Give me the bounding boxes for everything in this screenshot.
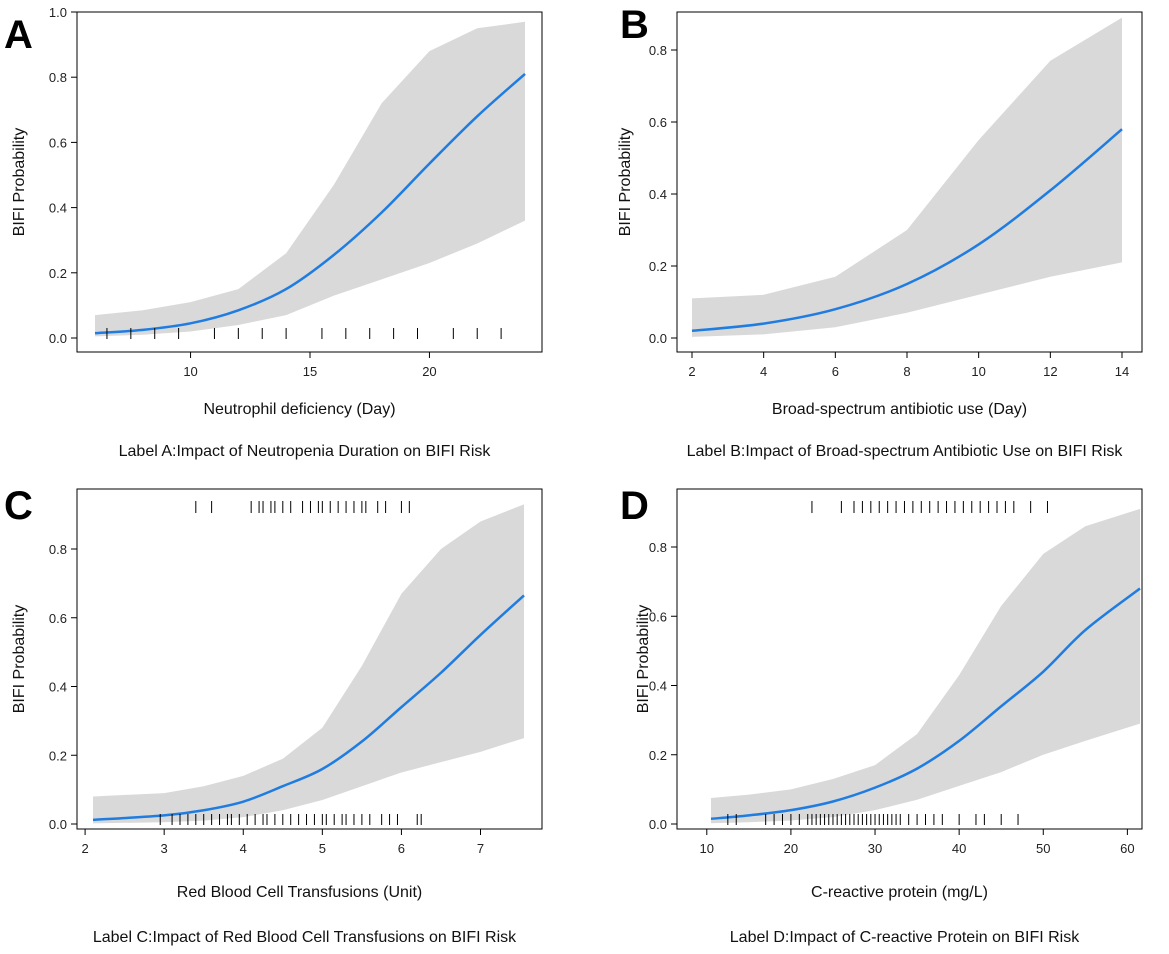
panel-caption: Label A:Impact of Neutropenia Duration o… [119,443,492,460]
x-tick-label: 6 [398,841,405,856]
x-tick-label: 20 [422,364,436,379]
x-tick-label: 40 [952,841,966,856]
x-axis-title: C-reactive protein (mg/L) [811,884,988,901]
confidence-band [95,21,525,337]
chart-panel-b: 0.0 0.2 0.4 0.6 0.8 2 4 6 8 10 12 14 Broad-spectrum … [617,3,1143,460]
y-tick-label: 0.2 [649,259,667,274]
y-tick-label: 0.4 [649,187,667,202]
panel-letter: B [620,3,649,47]
x-tick-label: 10 [700,841,714,856]
chart-panel-d: 0.0 0.2 0.4 0.6 0.8 10 20 30 40 50 60 C-reactive pr… [620,484,1143,946]
y-tick-label: 0.2 [49,748,67,763]
y-tick-label: 0.0 [49,817,67,832]
y-tick-label: 0.4 [649,679,667,694]
x-tick-label: 4 [240,841,247,856]
panel-letter: C [4,484,33,528]
y-tick-label: 0.8 [49,70,67,85]
panel-letter: A [4,13,33,57]
y-axis-title: BIFI Probability [11,128,28,236]
x-tick-label: 14 [1115,364,1129,379]
plot-frame [676,488,1143,830]
probability-line [691,128,1123,333]
y-tick-label: 0.8 [49,542,67,557]
confidence-band [692,17,1122,337]
y-tick-label: 0.0 [49,331,67,346]
probability-line [92,594,525,822]
x-tick-label: 50 [1036,841,1050,856]
confidence-band [711,508,1140,824]
x-tick-label: 6 [832,364,839,379]
x-tick-label: 5 [319,841,326,856]
x-axis-title: Broad-spectrum antibiotic use (Day) [772,401,1027,418]
y-tick-label: 1.0 [49,5,67,20]
y-tick-label: 0.0 [649,331,667,346]
confidence-band [93,504,524,824]
plot-frame [76,488,543,830]
y-tick-label: 0.6 [49,611,67,626]
x-tick-label: 30 [868,841,882,856]
x-tick-label: 10 [971,364,985,379]
y-tick-label: 0.2 [649,748,667,763]
panel-caption: Label D:Impact of C-reactive Protein on … [730,929,1080,946]
x-tick-label: 10 [183,364,197,379]
y-tick-label: 0.6 [649,115,667,130]
y-tick-label: 0.6 [649,609,667,624]
y-tick-label: 0.4 [49,201,67,216]
x-tick-label: 15 [303,364,317,379]
y-tick-label: 0.4 [49,680,67,695]
chart-panel-c: 0.0 0.2 0.4 0.6 0.8 2 3 4 5 6 7 Red Blood Cell Tran… [4,484,543,946]
probability-line [710,587,1141,821]
x-axis-title: Neutrophil deficiency (Day) [203,401,395,418]
y-tick-label: 0.8 [649,43,667,58]
x-tick-label: 2 [81,841,88,856]
panel-caption: Label C:Impact of Red Blood Cell Transfu… [93,929,517,946]
y-axis-title: BIFI Probability [635,605,652,713]
y-axis-title: BIFI Probability [617,128,634,236]
y-tick-label: 0.2 [49,266,67,281]
y-axis-title: BIFI Probability [11,605,28,713]
x-axis-title: Red Blood Cell Transfusions (Unit) [177,884,422,901]
y-tick-label: 0.0 [649,817,667,832]
x-tick-label: 3 [161,841,168,856]
x-tick-label: 7 [477,841,484,856]
chart-panel-a: 0.0 0.2 0.4 0.6 0.8 1.0 10 15 20 Neutrophil defic… [4,5,543,460]
x-tick-label: 4 [760,364,767,379]
x-tick-label: 12 [1043,364,1057,379]
y-tick-label: 0.6 [49,135,67,150]
x-tick-label: 60 [1120,841,1134,856]
probability-line [94,73,526,335]
x-tick-label: 2 [688,364,695,379]
panel-caption: Label B:Impact of Broad-spectrum Antibio… [687,443,1124,460]
panel-letter: D [620,484,649,528]
y-tick-label: 0.8 [649,540,667,555]
plot-frame [676,11,1143,353]
x-tick-label: 8 [903,364,910,379]
x-tick-label: 20 [784,841,798,856]
